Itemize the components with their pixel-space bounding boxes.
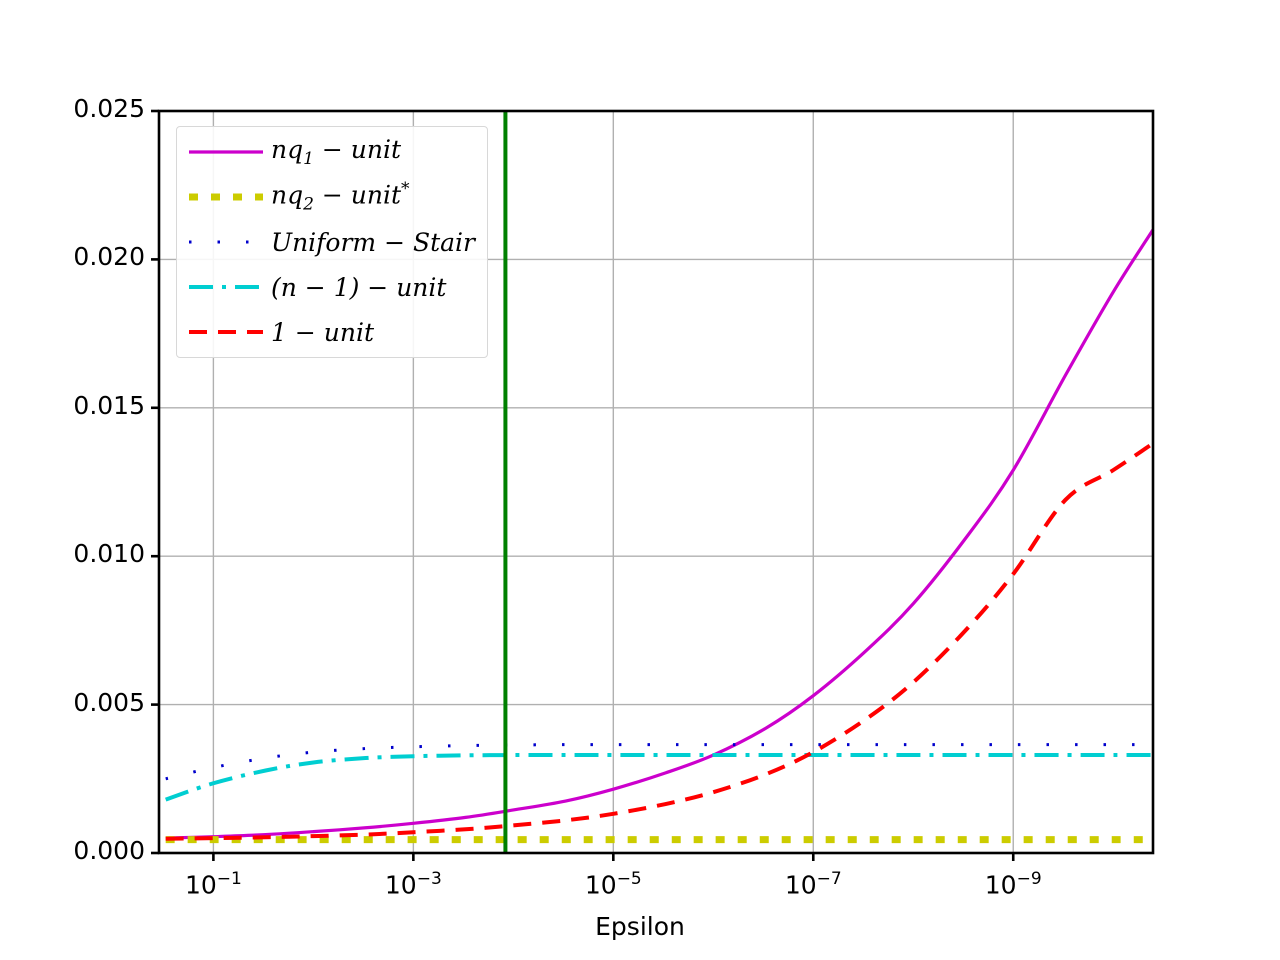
- x-tick-label: 10−1: [184, 869, 242, 900]
- y-tick-label: 0.025: [73, 94, 145, 123]
- series-1-unit: [165, 441, 1155, 841]
- legend-item-nq1-unit[interactable]: nq1 − unit: [177, 131, 489, 173]
- legend-item-label: (n − 1) − unit: [271, 272, 447, 302]
- legend-line-sample: [187, 131, 265, 173]
- x-tick-label: 10−5: [584, 869, 642, 900]
- legend: nq1 − unit nq2 − unit* Uniform − Stair (n −…: [176, 126, 488, 358]
- x-tick-label: 10−9: [984, 869, 1042, 900]
- legend-item-label: Uniform − Stair: [271, 227, 475, 257]
- y-tick-label: 0.000: [73, 836, 145, 865]
- legend-item-label: nq1 − unit: [271, 135, 402, 169]
- x-tick-label: 10−3: [384, 869, 442, 900]
- series-nq1-unit: [165, 228, 1155, 840]
- data-series-layer: [165, 228, 1155, 844]
- legend-item-label: nq2 − unit*: [271, 179, 410, 215]
- legend-item-uniform-stair[interactable]: Uniform − Stair: [177, 221, 489, 263]
- axes-frame: [157, 109, 1155, 855]
- legend-item-1-unit[interactable]: 1 − unit: [177, 311, 489, 353]
- y-tick-label: 0.020: [73, 242, 145, 272]
- x-axis-label: Epsilon: [595, 912, 685, 941]
- legend-item-n-minus-1-unit[interactable]: (n − 1) − unit: [177, 266, 489, 308]
- legend-line-sample: [187, 266, 265, 308]
- x-tick-label: 10−7: [784, 869, 842, 900]
- y-tick-label: 0.005: [73, 687, 145, 717]
- legend-item-label: 1 − unit: [271, 317, 374, 347]
- y-tick-label: 0.015: [73, 390, 145, 420]
- axis-ticks: [151, 109, 1015, 861]
- legend-item-nq2-unit-star[interactable]: nq2 − unit*: [177, 176, 489, 218]
- legend-line-sample: [187, 311, 265, 353]
- y-tick-label: 0.010: [73, 539, 145, 569]
- series-n-minus-1-unit: [165, 753, 1153, 802]
- legend-line-sample: [187, 221, 265, 263]
- legend-line-sample: [187, 176, 265, 218]
